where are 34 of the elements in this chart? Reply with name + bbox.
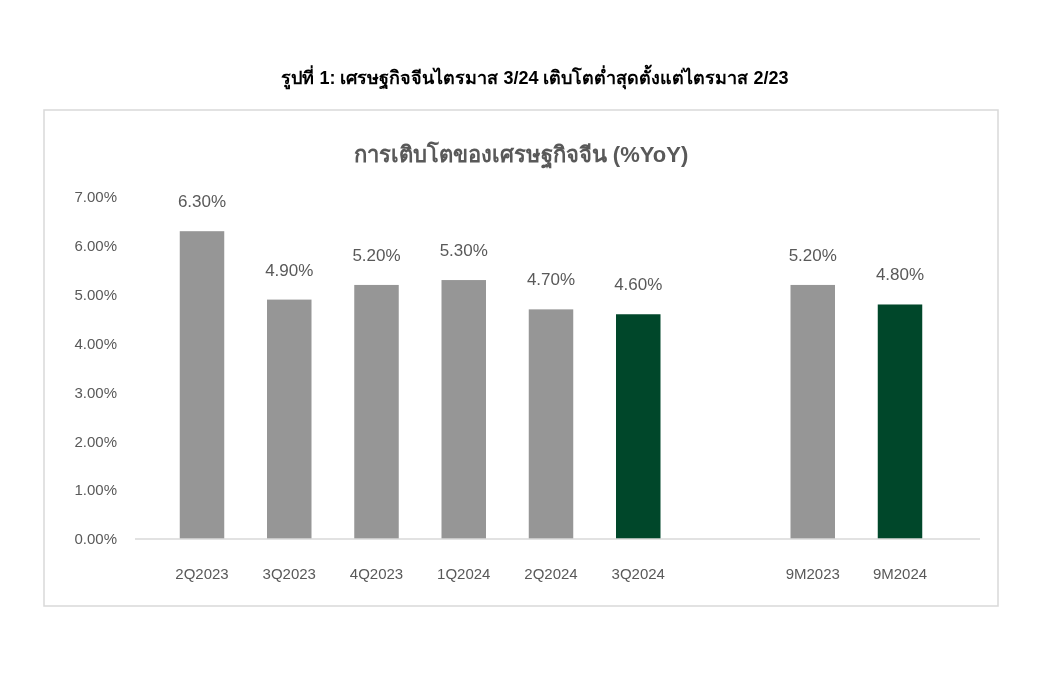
data-label: 5.20% xyxy=(788,245,837,265)
y-tick-label: 2.00% xyxy=(74,432,117,450)
x-tick-label: 3Q2023 xyxy=(262,565,316,582)
data-label: 5.20% xyxy=(352,245,401,265)
chart-subtitle: การเติบโตของเศรษฐกิจจีน (%YoY) xyxy=(353,141,689,169)
bar xyxy=(441,280,486,539)
y-tick-label: 6.00% xyxy=(74,237,117,255)
x-tick-label: 2Q2023 xyxy=(175,565,229,582)
chart-title: รูปที่ 1: เศรษฐกิจจีนไตรมาส 3/24 เติบโตต่ำสุดตั้งแต่ไตรมาส 2/23 xyxy=(281,64,789,90)
y-tick-label: 3.00% xyxy=(74,383,117,401)
y-tick-label: 7.00% xyxy=(74,188,117,206)
x-tick-label: 1Q2024 xyxy=(437,565,491,582)
y-tick-label: 5.00% xyxy=(74,285,117,303)
x-tick-label: 4Q2023 xyxy=(349,565,404,582)
data-label: 6.30% xyxy=(177,192,227,212)
data-label: 4.60% xyxy=(614,275,663,295)
x-tick-label: 9M2024 xyxy=(872,565,928,582)
x-tick-label: 9M2023 xyxy=(785,565,840,582)
bar xyxy=(877,304,923,539)
data-label: 4.80% xyxy=(875,265,925,285)
data-label: 4.70% xyxy=(526,270,576,290)
data-label: 5.30% xyxy=(439,241,488,261)
bar xyxy=(354,284,399,539)
data-label: 4.90% xyxy=(265,260,314,280)
x-tick-label: 2Q2024 xyxy=(524,565,578,582)
bar xyxy=(790,284,835,539)
bar xyxy=(179,231,225,539)
y-tick-label: 0.00% xyxy=(74,530,117,548)
y-tick-label: 1.00% xyxy=(74,481,117,499)
y-tick-label: 4.00% xyxy=(74,334,117,352)
x-tick-label: 3Q2024 xyxy=(611,565,665,582)
bar xyxy=(616,314,661,539)
bar xyxy=(267,299,312,539)
bar xyxy=(528,309,574,539)
